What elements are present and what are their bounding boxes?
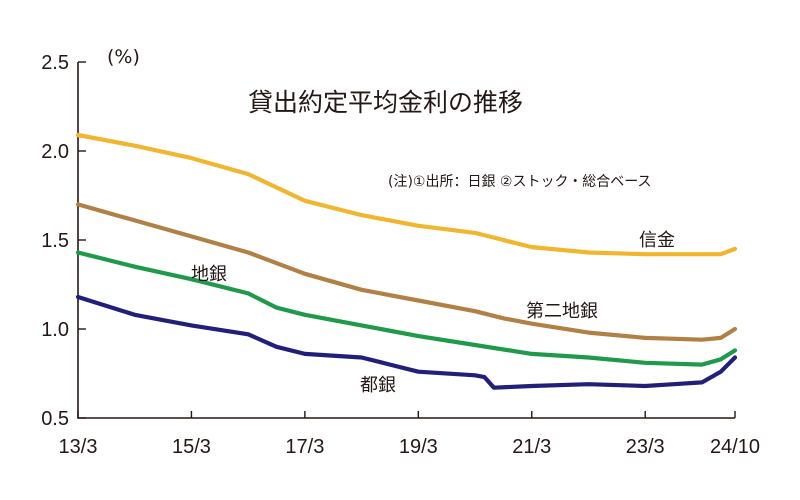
- chart-note: (注)①出所：日銀 ②ストック・総合ベース: [388, 174, 652, 190]
- y-unit-label: (%): [107, 46, 140, 68]
- y-tick-label: 2.5: [41, 52, 69, 74]
- x-tick-label: 21/3: [512, 436, 551, 458]
- x-tick-label: 13/3: [59, 436, 98, 458]
- y-tick-label: 1.0: [41, 319, 69, 341]
- series-line-3: [75, 294, 738, 390]
- series-line-1: [75, 202, 738, 342]
- x-tick-label: 19/3: [399, 436, 438, 458]
- series-label-1: 第二地銀: [526, 301, 598, 322]
- series-label-2: 地銀: [191, 264, 227, 285]
- x-ticks: 13/3 15/3 17/3 19/3 21/3 23/3 24/10: [59, 411, 760, 458]
- series-line-0: [75, 132, 738, 257]
- series-label-0: 信金: [639, 230, 675, 251]
- y-tick-label: 2.0: [41, 141, 69, 163]
- y-tick-label: 1.5: [41, 230, 69, 252]
- series-lines: [75, 132, 738, 390]
- chart-title: 貸出約定平均金利の推移: [248, 88, 523, 117]
- series-label-3: 都銀: [360, 375, 396, 396]
- x-tick-label: 15/3: [172, 436, 211, 458]
- x-tick-label: 24/10: [710, 436, 760, 458]
- series-line-2: [75, 250, 738, 367]
- x-tick-label: 17/3: [285, 436, 324, 458]
- y-ticks: 2.5 2.0 1.5 1.0 0.5: [41, 52, 86, 430]
- y-tick-label: 0.5: [41, 408, 69, 430]
- x-tick-label: 23/3: [626, 436, 665, 458]
